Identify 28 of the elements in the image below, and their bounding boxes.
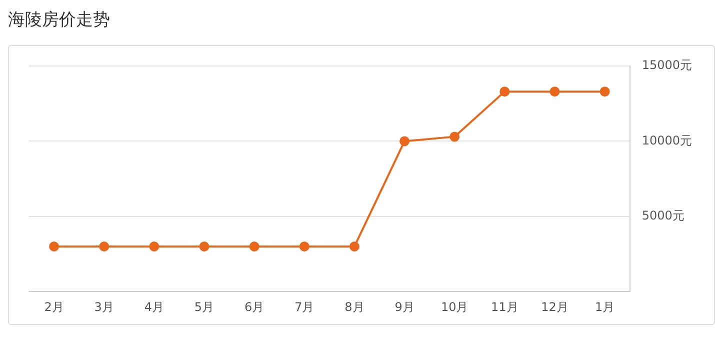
point <box>550 86 560 97</box>
x-tick-label: 5月 <box>194 300 214 314</box>
point <box>99 241 110 252</box>
x-tick-label: 1月 <box>594 300 615 314</box>
point <box>349 241 360 252</box>
x-tick-label: 9月 <box>394 300 414 314</box>
x-tick-label: 4月 <box>144 300 164 314</box>
x-tick-label: 2月 <box>44 300 64 314</box>
point <box>500 86 510 97</box>
x-tick-label: 11月 <box>491 300 518 314</box>
y-tick-label: 15000元 <box>642 58 692 72</box>
point <box>600 86 610 97</box>
point <box>49 241 60 252</box>
point <box>299 241 310 252</box>
x-tick-label: 6月 <box>244 300 264 314</box>
x-tick-label: 12月 <box>541 300 568 314</box>
x-tick-label: 7月 <box>294 300 314 314</box>
y-tick-label: 5000元 <box>642 208 684 223</box>
point <box>149 241 160 252</box>
point <box>249 241 260 252</box>
x-tick-label: 3月 <box>94 300 114 314</box>
point <box>199 241 210 252</box>
x-tick-label: 10月 <box>440 300 468 314</box>
point <box>450 132 460 142</box>
chart-title: 海陵房价走势 <box>8 9 111 31</box>
point <box>400 136 410 146</box>
x-tick-label: 8月 <box>344 300 364 314</box>
y-tick-label: 10000元 <box>642 133 692 148</box>
